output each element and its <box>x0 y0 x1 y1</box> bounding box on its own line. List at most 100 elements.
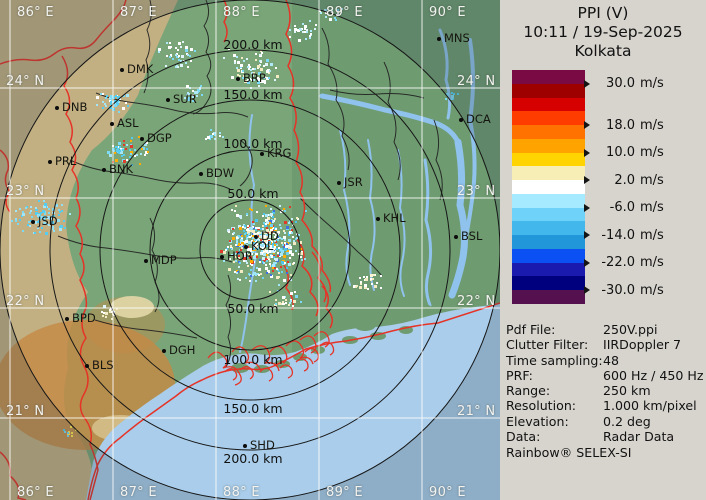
echo-pixel <box>199 88 201 90</box>
echo-pixel <box>253 242 256 245</box>
legend-band <box>512 290 585 305</box>
echo-pixel <box>294 31 296 33</box>
echo-pixel <box>451 98 453 100</box>
echo-pixel <box>236 214 239 217</box>
echo-pixel <box>136 154 138 156</box>
echo-pixel <box>239 215 242 218</box>
echo-pixel <box>119 146 121 148</box>
echo-pixel <box>289 302 291 304</box>
echo-pixel <box>274 244 276 246</box>
echo-pixel <box>247 231 250 234</box>
legend-band <box>512 180 585 194</box>
echo-pixel <box>243 75 245 77</box>
echo-pixel <box>269 231 272 234</box>
echo-pixel <box>36 209 38 211</box>
echo-pixel <box>280 253 283 256</box>
echo-pixel <box>177 66 179 68</box>
echo-pixel <box>255 229 257 231</box>
echo-pixel <box>274 240 276 242</box>
velocity-value: 10.0 <box>606 145 635 161</box>
echo-pixel <box>237 243 240 246</box>
echo-pixel <box>273 210 275 212</box>
echo-pixel <box>272 221 274 223</box>
echo-pixel <box>335 19 337 21</box>
echo-pixel <box>273 256 275 258</box>
echo-pixel <box>293 300 296 303</box>
lat-label-left: 22° N <box>6 294 45 309</box>
ring-distance-label: 50.0 km <box>227 186 279 201</box>
lon-label-top: 89° E <box>326 5 363 20</box>
echo-pixel <box>15 210 17 212</box>
lon-label-top: 87° E <box>120 5 157 20</box>
echo-pixel <box>293 242 296 245</box>
echo-pixel <box>158 51 160 53</box>
echo-pixel <box>264 238 267 241</box>
echo-pixel <box>53 230 55 232</box>
echo-pixel <box>246 262 248 264</box>
echo-pixel <box>264 224 267 227</box>
echo-pixel <box>113 150 115 152</box>
echo-pixel <box>127 105 129 107</box>
echo-pixel <box>261 52 263 54</box>
echo-pixel <box>266 229 269 232</box>
lon-label-top: 90° E <box>429 5 466 20</box>
echo-pixel <box>265 205 267 207</box>
station-dot <box>55 106 59 110</box>
echo-pixel <box>341 8 343 10</box>
echo-pixel <box>257 232 259 234</box>
echo-pixel <box>107 151 110 154</box>
echo-pixel <box>175 66 177 68</box>
echo-pixel <box>103 305 106 308</box>
echo-pixel <box>184 97 186 99</box>
echo-pixel <box>39 219 41 221</box>
echo-pixel <box>205 138 207 140</box>
echo-pixel <box>118 152 120 154</box>
station-label: BSL <box>461 229 483 243</box>
echo-pixel <box>281 261 284 264</box>
echo-pixel <box>240 217 242 219</box>
echo-pixel <box>259 233 262 236</box>
echo-pixel <box>365 278 368 281</box>
echo-pixel <box>247 66 249 68</box>
echo-pixel <box>280 266 282 268</box>
echo-pixel <box>11 220 13 222</box>
echo-pixel <box>109 154 112 157</box>
echo-pixel <box>283 230 285 232</box>
echo-pixel <box>260 228 262 230</box>
echo-pixel <box>289 220 291 222</box>
echo-pixel <box>227 229 230 232</box>
echo-pixel <box>248 68 250 70</box>
echo-pixel <box>264 248 266 250</box>
legend-band <box>512 138 585 153</box>
meta-value: 250V.ppi <box>603 322 658 337</box>
echo-pixel <box>220 250 223 253</box>
echo-pixel <box>175 54 177 56</box>
echo-pixel <box>263 222 265 224</box>
echo-pixel <box>29 212 31 214</box>
echo-pixel <box>286 272 288 274</box>
echo-pixel <box>275 258 278 261</box>
echo-pixel <box>269 263 271 265</box>
legend-band <box>512 152 585 167</box>
station-dot <box>437 37 441 41</box>
echo-pixel <box>306 31 308 33</box>
echo-pixel <box>288 239 291 242</box>
echo-pixel <box>279 224 281 226</box>
echo-pixel <box>266 272 268 274</box>
echo-pixel <box>296 217 298 219</box>
echo-pixel <box>232 228 234 230</box>
echo-pixel <box>359 286 362 289</box>
station-label: KHL <box>383 211 406 225</box>
echo-pixel <box>238 225 241 228</box>
echo-pixel <box>278 302 281 305</box>
arrow-right-icon <box>584 258 590 267</box>
echo-pixel <box>251 248 254 251</box>
echo-pixel <box>329 18 332 21</box>
echo-pixel <box>264 76 266 78</box>
echo-pixel <box>61 204 63 206</box>
echo-pixel <box>265 250 268 253</box>
velocity-value: 2.0 <box>614 172 635 188</box>
echo-pixel <box>255 243 257 245</box>
echo-pixel <box>247 81 250 84</box>
